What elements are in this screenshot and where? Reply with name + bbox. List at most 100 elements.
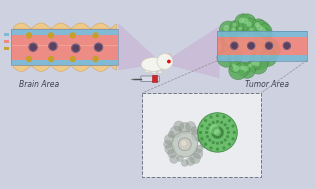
Circle shape	[249, 56, 268, 74]
Text: Brain Area: Brain Area	[19, 80, 59, 89]
Circle shape	[219, 30, 237, 48]
Circle shape	[221, 133, 224, 136]
Circle shape	[219, 127, 222, 131]
Ellipse shape	[167, 54, 171, 58]
Circle shape	[212, 134, 216, 137]
Circle shape	[231, 58, 235, 62]
Circle shape	[248, 59, 260, 70]
Circle shape	[221, 43, 233, 55]
Circle shape	[246, 22, 252, 27]
Circle shape	[93, 33, 98, 38]
Circle shape	[211, 131, 214, 134]
Circle shape	[206, 135, 209, 138]
Circle shape	[223, 25, 230, 31]
Circle shape	[204, 119, 207, 122]
Circle shape	[212, 121, 215, 124]
Circle shape	[267, 46, 273, 51]
Circle shape	[264, 42, 280, 58]
Circle shape	[257, 46, 264, 53]
Circle shape	[254, 55, 261, 62]
Circle shape	[200, 137, 204, 140]
Circle shape	[226, 135, 229, 138]
Bar	[217, 55, 307, 60]
Circle shape	[233, 131, 236, 134]
Circle shape	[259, 29, 272, 41]
Circle shape	[226, 127, 229, 130]
Circle shape	[223, 38, 238, 53]
Circle shape	[48, 33, 53, 38]
Circle shape	[212, 127, 216, 131]
Circle shape	[210, 115, 213, 119]
Circle shape	[228, 25, 241, 37]
Circle shape	[164, 134, 174, 144]
Circle shape	[174, 121, 184, 131]
Ellipse shape	[157, 71, 162, 74]
Circle shape	[206, 127, 209, 130]
Circle shape	[260, 27, 265, 33]
Circle shape	[239, 18, 244, 23]
Circle shape	[219, 21, 237, 39]
Polygon shape	[13, 65, 116, 71]
Circle shape	[229, 61, 241, 72]
Circle shape	[250, 51, 269, 70]
Circle shape	[199, 131, 202, 134]
Circle shape	[255, 22, 260, 27]
Circle shape	[236, 25, 246, 35]
Circle shape	[193, 149, 203, 159]
Circle shape	[256, 25, 262, 31]
Circle shape	[250, 27, 254, 31]
Circle shape	[223, 34, 230, 40]
Circle shape	[224, 123, 227, 126]
Circle shape	[168, 131, 174, 138]
Circle shape	[164, 140, 172, 148]
Circle shape	[168, 60, 170, 63]
Circle shape	[231, 137, 234, 140]
Circle shape	[178, 138, 191, 151]
Circle shape	[220, 121, 223, 124]
Circle shape	[210, 125, 219, 134]
Circle shape	[157, 54, 173, 69]
Circle shape	[258, 37, 263, 42]
Circle shape	[216, 136, 219, 139]
Circle shape	[219, 134, 222, 137]
Circle shape	[27, 57, 32, 61]
Circle shape	[191, 127, 198, 134]
Circle shape	[200, 124, 204, 128]
Bar	[217, 37, 307, 55]
Polygon shape	[13, 23, 116, 29]
Circle shape	[181, 160, 188, 167]
Bar	[11, 29, 119, 65]
Circle shape	[222, 115, 226, 119]
Circle shape	[230, 52, 236, 58]
Bar	[4, 40, 9, 43]
Circle shape	[222, 34, 238, 51]
Circle shape	[198, 113, 237, 152]
Circle shape	[191, 130, 203, 141]
Circle shape	[252, 41, 272, 61]
Circle shape	[185, 122, 196, 132]
Circle shape	[258, 36, 271, 50]
Circle shape	[232, 31, 262, 60]
Circle shape	[221, 52, 228, 59]
Circle shape	[195, 145, 203, 153]
Circle shape	[251, 19, 266, 33]
Circle shape	[217, 48, 236, 67]
Circle shape	[214, 135, 217, 139]
Circle shape	[94, 43, 102, 51]
FancyBboxPatch shape	[141, 76, 159, 81]
Circle shape	[267, 42, 272, 47]
Circle shape	[229, 61, 247, 80]
Circle shape	[70, 33, 75, 38]
Circle shape	[254, 33, 269, 48]
Circle shape	[170, 155, 178, 163]
Circle shape	[283, 42, 290, 49]
Bar	[4, 47, 9, 50]
Circle shape	[232, 63, 236, 67]
Circle shape	[220, 141, 223, 144]
Circle shape	[221, 129, 224, 132]
Circle shape	[239, 27, 242, 30]
Circle shape	[221, 131, 224, 134]
Circle shape	[198, 136, 205, 143]
Circle shape	[259, 49, 277, 66]
Circle shape	[233, 65, 240, 72]
